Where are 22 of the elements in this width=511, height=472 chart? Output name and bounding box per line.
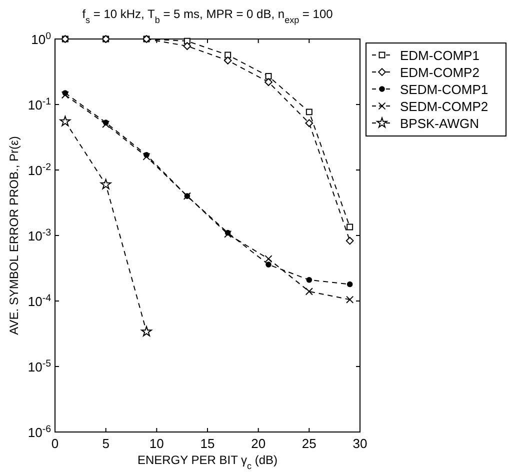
legend-label: EDM-COMP2 <box>400 65 480 80</box>
x-tick-label: 5 <box>102 436 110 451</box>
legend-label: SEDM-COMP2 <box>400 99 488 114</box>
y-tick-label: 10$^{-3}$ <box>28 227 51 244</box>
x-tick-label: 30 <box>352 436 368 451</box>
y-tick-label: 10$^{0}$ <box>31 30 52 47</box>
x-tick-label: 25 <box>302 436 316 451</box>
x-tick-label: 15 <box>200 436 215 451</box>
legend-label: EDM-COMP1 <box>400 48 480 63</box>
y-tick-label: 10$^{-4}$ <box>28 292 52 309</box>
y-tick-label: 10$^{-1}$ <box>28 96 51 112</box>
y-axis-title: AVE. SYMBOL ERROR PROB., Pr(ε) <box>7 136 21 335</box>
x-tick-label: 0 <box>51 436 59 451</box>
y-tick-label: 10$^{-6}$ <box>28 424 51 440</box>
legend-label: BPSK-AWGN <box>400 116 479 131</box>
y-tick-label: 10$^{-5}$ <box>28 358 52 374</box>
x-tick-label: 20 <box>251 436 266 451</box>
chart-title: f$_{s}$ = 10 kHz, T$_{b}$ = 5 ms, MPR = 0 dB, n$_{exp}$ = 100 <box>82 7 334 25</box>
x-tick-label: 10 <box>149 436 164 451</box>
x-axis-title: ENERGY PER BIT γ$_{c}$ (dB) <box>137 453 278 471</box>
legend-label: SEDM-COMP1 <box>400 82 488 97</box>
y-tick-label: 10$^{-2}$ <box>28 162 51 178</box>
